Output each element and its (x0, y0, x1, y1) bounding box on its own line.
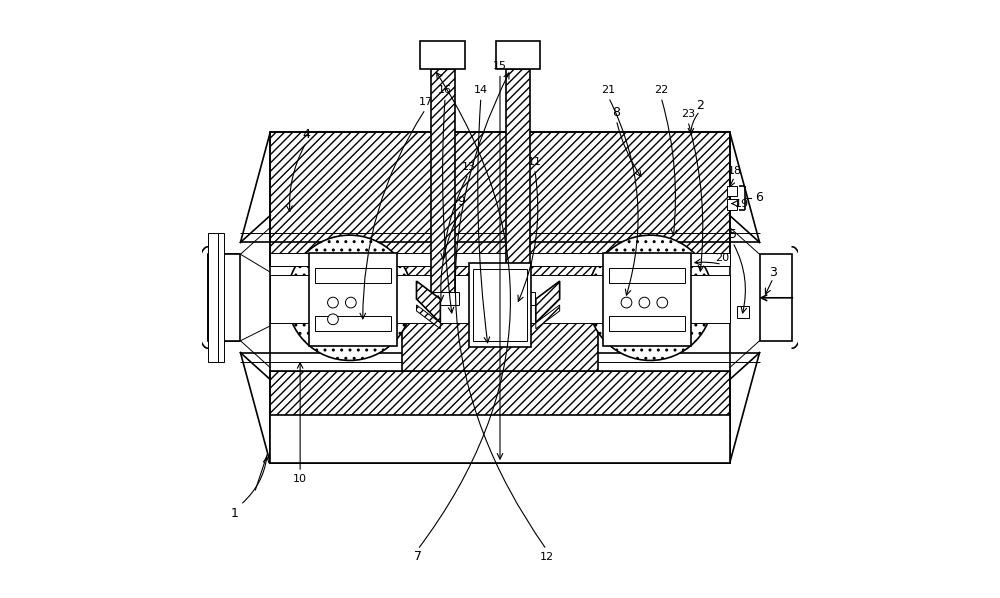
Bar (469, 263, 531, 347)
Circle shape (588, 235, 713, 361)
Circle shape (621, 297, 632, 308)
Text: 14: 14 (474, 85, 488, 95)
Polygon shape (416, 305, 440, 329)
Bar (473, 269, 527, 341)
Polygon shape (536, 281, 560, 323)
Bar (208, 254, 240, 341)
Circle shape (287, 235, 412, 361)
Text: 18: 18 (727, 166, 742, 176)
Polygon shape (536, 305, 560, 329)
Bar (727, 185, 737, 196)
Bar (402, 266, 598, 371)
Text: 21: 21 (602, 85, 616, 95)
Bar (315, 268, 391, 283)
Circle shape (639, 297, 650, 308)
Bar (218, 233, 224, 362)
Bar (727, 199, 737, 209)
Bar (760, 254, 792, 341)
Bar (270, 275, 730, 323)
Text: 23: 23 (681, 109, 695, 119)
Text: 3: 3 (769, 266, 777, 279)
Text: 16: 16 (438, 85, 452, 95)
Bar (309, 253, 397, 346)
Text: 13: 13 (461, 161, 475, 172)
Text: 8: 8 (612, 106, 620, 120)
Text: 19: 19 (735, 199, 749, 209)
Text: 11: 11 (528, 157, 542, 167)
Bar (609, 268, 685, 283)
Bar (420, 41, 465, 69)
Polygon shape (416, 281, 440, 323)
Text: 5: 5 (729, 228, 737, 241)
Circle shape (345, 297, 356, 308)
Bar (208, 233, 218, 362)
Bar (496, 41, 540, 69)
Text: 15: 15 (493, 62, 507, 71)
Text: 17: 17 (418, 97, 432, 107)
Circle shape (328, 314, 338, 325)
Text: 4: 4 (302, 129, 310, 142)
Bar (609, 316, 685, 331)
Bar (270, 132, 730, 266)
Text: 10: 10 (293, 474, 307, 484)
Bar (431, 69, 455, 296)
Bar (270, 416, 730, 463)
Bar (315, 316, 391, 331)
Bar (270, 371, 730, 463)
Bar (501, 292, 535, 305)
Bar (426, 292, 459, 305)
Text: 20: 20 (715, 254, 729, 264)
Circle shape (657, 297, 668, 308)
Bar (506, 69, 530, 296)
Text: 6: 6 (756, 191, 763, 204)
Text: 2: 2 (696, 99, 704, 112)
Text: 12: 12 (539, 552, 554, 562)
Circle shape (328, 297, 338, 308)
Bar (737, 306, 749, 318)
Text: 1: 1 (231, 507, 238, 520)
Text: 9: 9 (457, 196, 465, 208)
Bar (270, 253, 730, 266)
Text: 22: 22 (654, 85, 668, 95)
Bar (603, 253, 691, 346)
Text: 7: 7 (414, 550, 422, 563)
